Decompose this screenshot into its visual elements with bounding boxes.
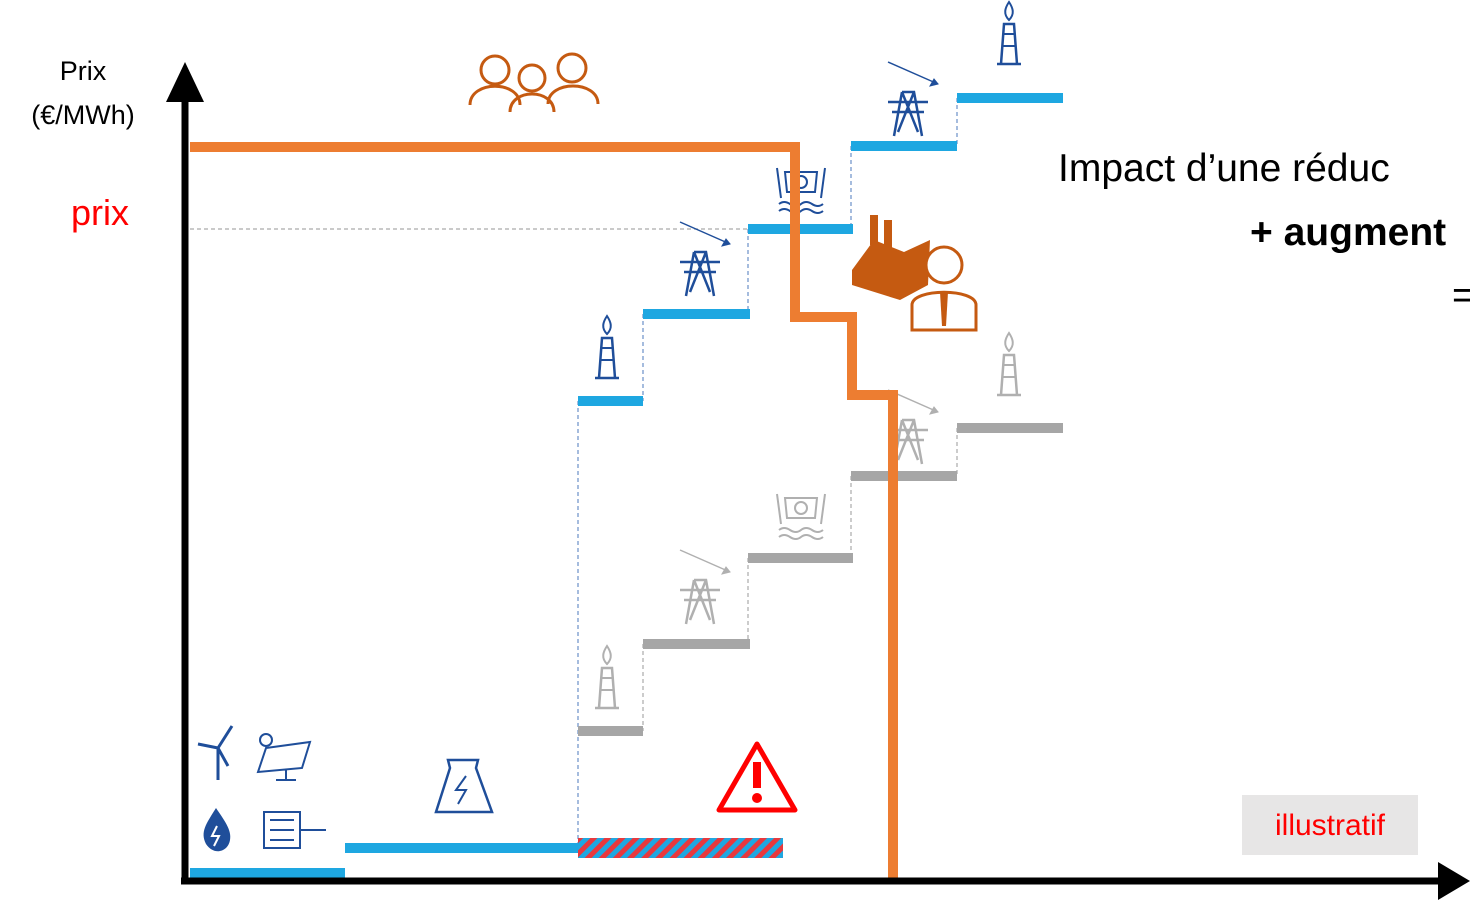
annotation-line: Impact d’une réduc <box>1058 147 1390 190</box>
y-axis-unit: (€/MWh) <box>31 100 135 130</box>
annotation-line: = <box>1452 274 1470 317</box>
guides <box>190 98 958 848</box>
demand-curve <box>190 142 898 880</box>
badge-box <box>1242 795 1418 855</box>
blue-icons <box>197 0 1023 852</box>
warning-icon <box>716 741 798 813</box>
y-axis-label: Prix <box>60 56 107 86</box>
axes <box>166 62 1470 900</box>
previous-supply <box>578 423 1063 736</box>
grey-icons <box>593 331 1023 710</box>
badge: illustratif <box>1275 809 1386 842</box>
shortfall <box>578 838 783 858</box>
annotation-line: + augment <box>1250 211 1446 254</box>
price-marker: prix <box>71 192 129 233</box>
supply <box>190 93 1063 878</box>
consumers-icon <box>468 52 600 113</box>
industry-icon <box>852 215 978 332</box>
